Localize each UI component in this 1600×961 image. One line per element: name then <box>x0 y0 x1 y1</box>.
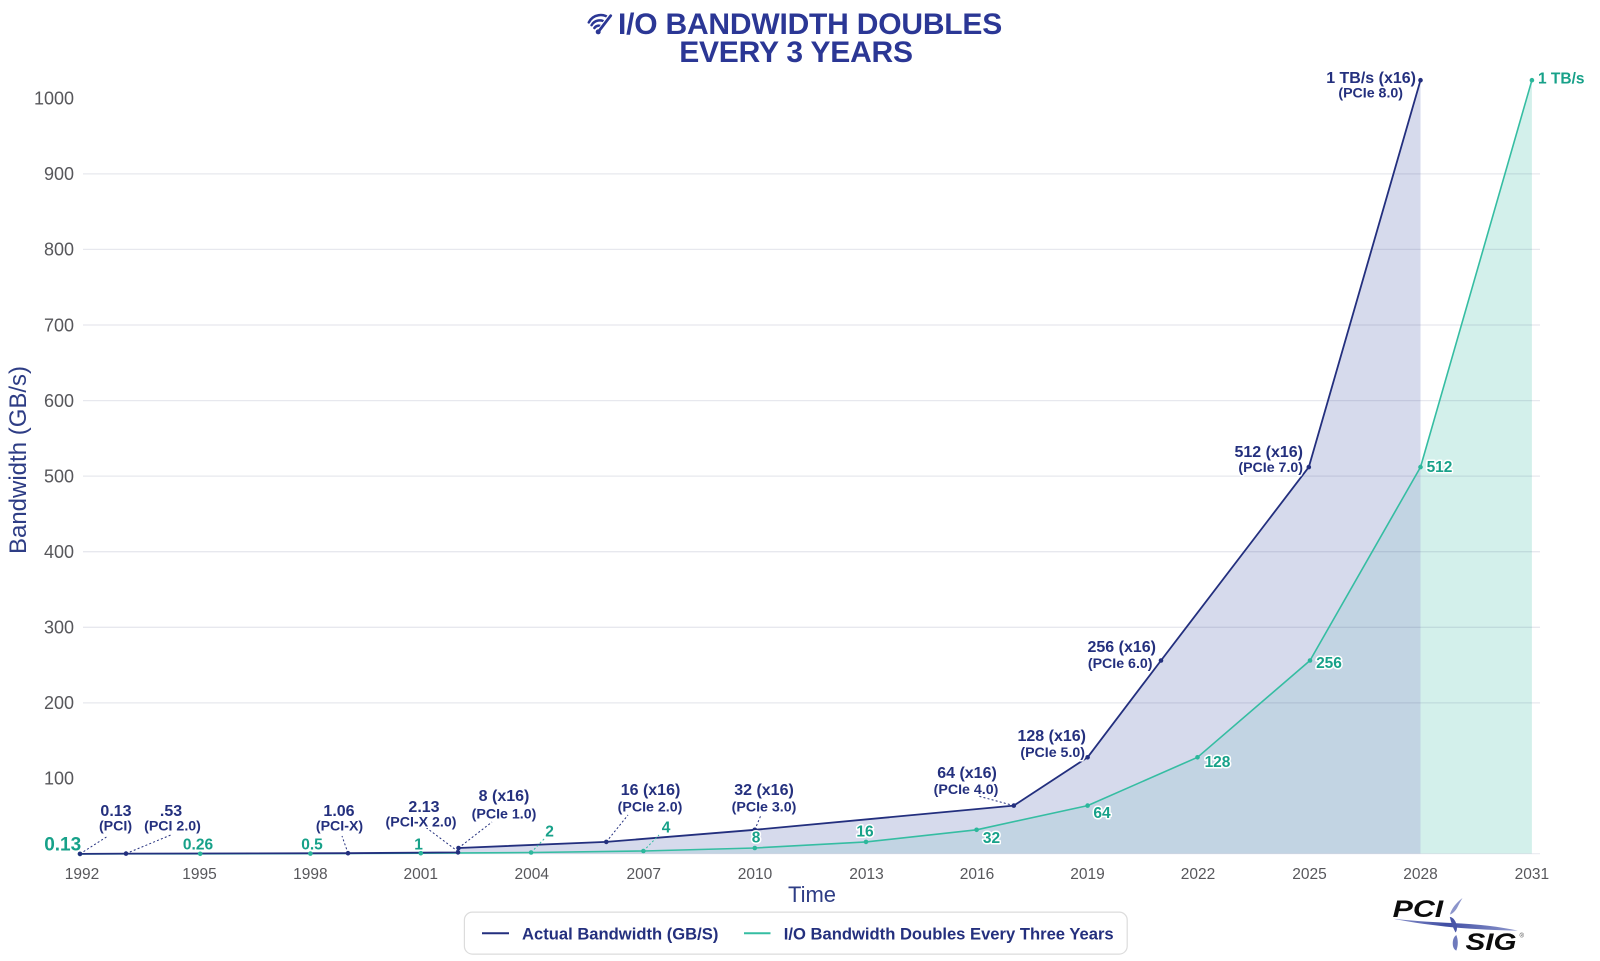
svg-text:2028: 2028 <box>1403 866 1437 883</box>
svg-text:2001: 2001 <box>404 866 438 883</box>
svg-text:EVERY 3 YEARS: EVERY 3 YEARS <box>679 36 913 69</box>
svg-text:256 (x16): 256 (x16) <box>1088 639 1157 656</box>
svg-text:900: 900 <box>44 164 74 184</box>
svg-text:2019: 2019 <box>1070 866 1104 883</box>
svg-text:0.5: 0.5 <box>301 837 323 854</box>
svg-text:(PCIe 1.0): (PCIe 1.0) <box>472 807 537 823</box>
svg-text:8: 8 <box>752 830 761 847</box>
svg-text:1995: 1995 <box>182 866 216 883</box>
svg-text:2025: 2025 <box>1292 866 1326 883</box>
svg-text:I/O BANDWIDTH DOUBLES: I/O BANDWIDTH DOUBLES <box>618 8 1002 41</box>
svg-text:1 TB/s (x16): 1 TB/s (x16) <box>1326 70 1416 87</box>
svg-text:(PCI): (PCI) <box>99 819 132 835</box>
svg-text:(PCI-X): (PCI-X) <box>316 819 364 835</box>
svg-text:1.06: 1.06 <box>323 803 354 820</box>
svg-text:(PCIe 2.0): (PCIe 2.0) <box>618 800 683 816</box>
svg-text:0.13: 0.13 <box>44 835 81 856</box>
svg-text:2013: 2013 <box>849 866 883 883</box>
svg-text:64: 64 <box>1093 805 1111 822</box>
svg-text:300: 300 <box>44 618 74 638</box>
svg-text:800: 800 <box>44 240 74 260</box>
svg-text:Time: Time <box>788 882 836 907</box>
svg-text:.53: .53 <box>160 803 182 820</box>
svg-text:32: 32 <box>983 830 1000 847</box>
svg-text:4: 4 <box>662 820 671 837</box>
svg-text:0.13: 0.13 <box>100 803 131 820</box>
svg-text:0.26: 0.26 <box>183 837 214 854</box>
svg-text:1998: 1998 <box>293 866 327 883</box>
svg-text:2007: 2007 <box>626 866 660 883</box>
svg-text:(PCIe 8.0): (PCIe 8.0) <box>1338 86 1403 102</box>
svg-text:(PCIe 3.0): (PCIe 3.0) <box>732 800 797 816</box>
svg-text:1 TB/s: 1 TB/s <box>1538 71 1585 88</box>
svg-text:(PCI-X 2.0): (PCI-X 2.0) <box>386 815 457 831</box>
svg-text:1000: 1000 <box>34 89 74 109</box>
svg-text:SIG: SIG <box>1466 929 1517 956</box>
svg-text:(PCIe 7.0): (PCIe 7.0) <box>1238 460 1303 476</box>
svg-text:100: 100 <box>44 769 74 789</box>
svg-text:128 (x16): 128 (x16) <box>1018 728 1087 745</box>
svg-text:2.13: 2.13 <box>408 799 439 816</box>
svg-text:512: 512 <box>1427 459 1453 476</box>
svg-text:600: 600 <box>44 391 74 411</box>
svg-text:2004: 2004 <box>515 866 550 883</box>
svg-text:®: ® <box>1520 933 1525 940</box>
svg-text:8 (x16): 8 (x16) <box>479 788 530 805</box>
svg-text:(PCI 2.0): (PCI 2.0) <box>144 819 201 835</box>
svg-text:700: 700 <box>44 315 74 335</box>
svg-text:(PCIe 6.0): (PCIe 6.0) <box>1088 656 1153 672</box>
svg-text:1992: 1992 <box>65 866 99 883</box>
svg-text:PCI: PCI <box>1393 896 1445 923</box>
svg-text:1: 1 <box>414 837 423 854</box>
svg-text:(PCIe 5.0): (PCIe 5.0) <box>1020 745 1085 761</box>
svg-text:64 (x16): 64 (x16) <box>937 765 997 782</box>
svg-text:2031: 2031 <box>1515 866 1549 883</box>
svg-text:2: 2 <box>545 824 554 841</box>
svg-text:128: 128 <box>1205 754 1231 771</box>
svg-text:256: 256 <box>1316 655 1342 672</box>
svg-text:400: 400 <box>44 542 74 562</box>
svg-text:(PCIe 4.0): (PCIe 4.0) <box>934 782 999 798</box>
svg-text:Bandwidth (GB/s): Bandwidth (GB/s) <box>5 366 32 554</box>
svg-text:I/O Bandwidth Doubles Every Th: I/O Bandwidth Doubles Every Three Years <box>784 924 1114 943</box>
svg-text:2010: 2010 <box>738 866 773 883</box>
svg-text:Actual Bandwidth (GB/S): Actual Bandwidth (GB/S) <box>522 924 718 943</box>
svg-text:32 (x16): 32 (x16) <box>734 782 794 799</box>
svg-text:16 (x16): 16 (x16) <box>621 782 681 799</box>
svg-text:2022: 2022 <box>1181 866 1215 883</box>
svg-text:200: 200 <box>44 693 74 713</box>
svg-text:500: 500 <box>44 466 74 486</box>
svg-text:512 (x16): 512 (x16) <box>1235 444 1304 461</box>
svg-text:2016: 2016 <box>960 866 994 883</box>
svg-text:16: 16 <box>856 824 874 841</box>
